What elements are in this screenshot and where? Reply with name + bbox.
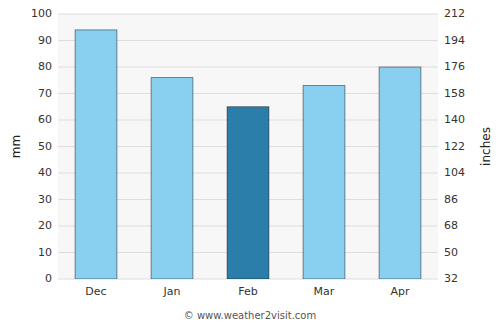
bar <box>379 67 421 279</box>
y-tick-label: 50 <box>38 140 52 153</box>
y-tick-label: 80 <box>38 60 52 73</box>
y2-tick-label: 50 <box>444 246 458 259</box>
bar <box>75 30 117 279</box>
bar <box>303 86 345 279</box>
y2-tick-label: 32 <box>444 272 458 285</box>
y-tick-label: 100 <box>31 7 52 20</box>
y-axis-label: mm <box>9 135 23 158</box>
grid-line <box>58 14 438 15</box>
y-tick-label: 20 <box>38 219 52 232</box>
y2-tick-label: 86 <box>444 193 458 206</box>
y-tick-label: 0 <box>45 272 52 285</box>
y-axis-right: 32 50 68 86 104 122 140 158 176 194 212 inches <box>444 7 493 285</box>
y-tick-label: 90 <box>38 34 52 47</box>
y-tick-label: 70 <box>38 87 52 100</box>
y2-tick-label: 194 <box>444 34 465 47</box>
y2-tick-label: 104 <box>444 166 465 179</box>
y-tick-label: 10 <box>38 246 52 259</box>
y2-axis-label: inches <box>479 127 493 166</box>
y2-tick-label: 158 <box>444 87 465 100</box>
y-tick-label: 40 <box>38 166 52 179</box>
x-tick-label: Feb <box>238 285 257 298</box>
x-tick-label: Jan <box>163 285 181 298</box>
grid <box>58 14 438 279</box>
plot-background <box>58 14 438 279</box>
y2-tick-label: 212 <box>444 7 465 20</box>
y2-tick-label: 176 <box>444 60 465 73</box>
bar <box>151 78 193 279</box>
chart: 0 10 20 30 40 50 60 70 80 90 100 mm 32 50 68 86 104 122 14… <box>0 0 500 325</box>
footer: © www.weather2visit.com <box>184 310 316 321</box>
y-tick-label: 60 <box>38 113 52 126</box>
x-tick-label: Mar <box>314 285 335 298</box>
bar <box>227 107 269 279</box>
x-tick-label: Apr <box>390 285 410 298</box>
chart-container: 0 10 20 30 40 50 60 70 80 90 100 mm 32 50 68 86 104 122 14… <box>0 0 500 325</box>
x-tick-label: Dec <box>85 285 106 298</box>
y2-tick-label: 122 <box>444 140 465 153</box>
y-tick-label: 30 <box>38 193 52 206</box>
bars <box>75 30 421 279</box>
y-axis-left: 0 10 20 30 40 50 60 70 80 90 100 mm <box>9 7 53 285</box>
y2-tick-label: 140 <box>444 113 465 126</box>
y2-tick-label: 68 <box>444 219 458 232</box>
x-axis: Dec Jan Feb Mar Apr <box>85 285 410 298</box>
